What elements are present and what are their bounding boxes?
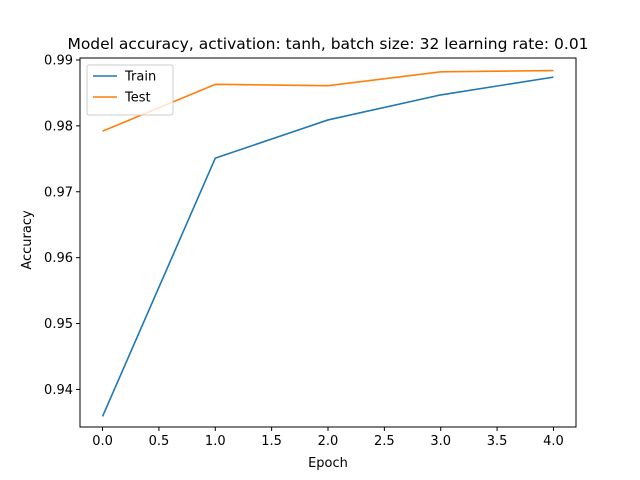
y-axis-ticks: 0.94 0.95 0.96 0.97 0.98 0.99 [44, 53, 80, 398]
x-axis-ticks: 0.0 0.5 1.0 1.5 2.0 2.5 3.0 3.5 4.0 [92, 427, 564, 449]
y-tick-label: 0.94 [44, 383, 73, 398]
chart-title: Model accuracy, activation: tanh, batch … [67, 35, 588, 53]
y-axis-label: Accuracy [20, 210, 35, 270]
x-tick-label: 1.5 [261, 434, 282, 449]
legend: Train Test [86, 64, 174, 116]
x-tick-label: 0.0 [92, 434, 113, 449]
x-tick-label: 2.5 [374, 434, 395, 449]
x-tick-label: 4.0 [543, 434, 564, 449]
x-tick-label: 2.0 [318, 434, 339, 449]
x-tick-label: 1.0 [205, 434, 226, 449]
legend-label-test: Test [124, 91, 151, 106]
legend-label-train: Train [124, 70, 156, 85]
y-tick-label: 0.98 [44, 119, 73, 134]
series-line-train [101, 76, 554, 417]
y-tick-label: 0.99 [44, 53, 73, 68]
y-tick-label: 0.96 [44, 251, 73, 266]
y-tick-label: 0.97 [44, 185, 73, 200]
y-tick-label: 0.95 [44, 317, 73, 332]
x-tick-label: 3.5 [487, 434, 508, 449]
series-layer [101, 69, 554, 417]
x-axis-label: Epoch [308, 456, 348, 471]
legend-box [86, 64, 174, 116]
x-tick-label: 3.0 [430, 434, 451, 449]
series-line-test [102, 69, 554, 132]
x-tick-label: 0.5 [149, 434, 170, 449]
